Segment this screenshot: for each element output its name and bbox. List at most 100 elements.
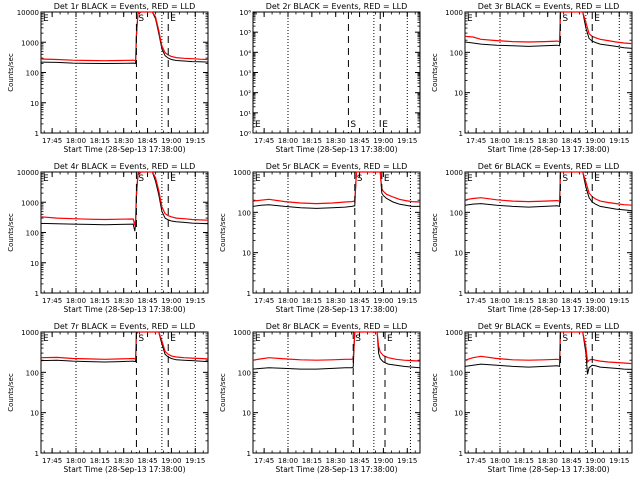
x-tick-label: 17:45 [42, 297, 62, 305]
y-tick-label: 1000 [233, 329, 251, 337]
panel-det-4: Det 4r BLACK = Events, RED = LLD 1 10 100 10… [7, 162, 209, 314]
panel-det-6: Det 6r BLACK = Events, RED = LLD 1 10 100 10… [431, 162, 633, 314]
x-axis-label: Start Time (28-Sep-13 17:38:00) [64, 465, 186, 474]
panel-title: Det 5r BLACK = Events, RED = LLD [266, 162, 408, 171]
series-events-line [252, 331, 421, 370]
marker-label-s: S [138, 174, 144, 184]
y-tick-label: 100 [450, 369, 463, 377]
plot-frame [40, 171, 209, 294]
y-axis-label: Counts/sec [431, 53, 439, 92]
x-tick-label: 19:15 [609, 297, 629, 305]
x-tick-label: 18:00 [490, 457, 510, 465]
x-tick-label: 18:00 [278, 297, 298, 305]
plot-frame [252, 171, 421, 294]
plot-frame [252, 331, 421, 454]
y-tick-label: 10⁰ [239, 130, 251, 138]
panel-title: Det 6r BLACK = Events, RED = LLD [478, 162, 620, 171]
series-lld-line [40, 171, 209, 226]
y-tick-label: 10¹ [239, 110, 251, 118]
x-tick-label: 17:45 [254, 137, 274, 145]
y-axis-label: Counts/sec [431, 213, 439, 252]
x-tick-label: 19:15 [609, 457, 629, 465]
x-axis-label: Start Time (28-Sep-13 17:38:00) [64, 145, 186, 154]
y-tick-label: 1 [459, 290, 463, 298]
panel-det-2: Det 2r BLACK = Events, RED = LLD 10⁰ 10¹ 10… [239, 2, 421, 154]
x-tick-label: 19:15 [397, 137, 417, 145]
series-lld-line [464, 331, 633, 365]
marker-label-start-e: E [255, 120, 261, 130]
y-tick-label: 10 [242, 250, 251, 258]
series-lld-line [40, 11, 209, 62]
y-tick-label: 1000 [445, 9, 463, 17]
marker-label-e: E [594, 174, 600, 184]
x-tick-label: 18:00 [278, 137, 298, 145]
x-tick-label: 18:00 [66, 297, 86, 305]
y-tick-label: 10⁴ [239, 49, 251, 57]
y-tick-label: 1000 [445, 169, 463, 177]
panel-det-1: Det 1r BLACK = Events, RED = LLD 1 10 100 10… [7, 2, 209, 154]
x-tick-label: 18:15 [90, 137, 110, 145]
marker-label-start-e: E [43, 14, 49, 24]
y-tick-label: 1000 [445, 329, 463, 337]
x-tick-label: 17:45 [42, 137, 62, 145]
x-tick-label: 19:15 [185, 137, 205, 145]
y-tick-label: 1000 [21, 329, 39, 337]
panel-title: Det 2r BLACK = Events, RED = LLD [266, 2, 408, 11]
y-tick-label: 10 [30, 260, 39, 268]
x-tick-label: 18:30 [114, 137, 134, 145]
panel-title: Det 4r BLACK = Events, RED = LLD [54, 162, 196, 171]
marker-label-s: S [138, 14, 144, 24]
marker-label-s: S [350, 120, 356, 130]
x-tick-label: 17:45 [466, 457, 486, 465]
plot-frame [252, 11, 421, 134]
plot-frame [40, 331, 209, 454]
y-axis-label: Counts/sec [7, 53, 15, 92]
marker-label-start-e: E [255, 334, 261, 344]
y-tick-label: 10000 [17, 9, 39, 17]
marker-label-e: E [170, 334, 176, 344]
x-tick-label: 18:45 [561, 297, 581, 305]
x-tick-label: 18:15 [514, 137, 534, 145]
series-lld-line [464, 171, 633, 206]
panel-title: Det 1r BLACK = Events, RED = LLD [54, 2, 196, 11]
x-tick-label: 18:00 [490, 297, 510, 305]
y-tick-label: 1 [459, 450, 463, 458]
marker-label-s: S [562, 14, 568, 24]
x-axis-label: Start Time (28-Sep-13 17:38:00) [276, 465, 398, 474]
y-tick-label: 100 [450, 49, 463, 57]
x-tick-label: 18:45 [349, 457, 369, 465]
marker-label-s: S [355, 334, 361, 344]
x-tick-label: 18:30 [538, 137, 558, 145]
panel-det-5: Det 5r BLACK = Events, RED = LLD 1 10 100 10… [219, 162, 421, 314]
marker-label-s: S [562, 174, 568, 184]
x-tick-label: 19:15 [185, 457, 205, 465]
y-tick-label: 1000 [21, 199, 39, 207]
x-tick-label: 18:15 [514, 297, 534, 305]
x-tick-label: 18:15 [302, 457, 322, 465]
x-tick-label: 19:15 [397, 457, 417, 465]
y-tick-label: 1 [35, 290, 39, 298]
y-tick-label: 100 [238, 369, 251, 377]
x-tick-label: 18:30 [114, 297, 134, 305]
x-tick-label: 18:15 [90, 297, 110, 305]
x-tick-label: 18:30 [326, 137, 346, 145]
x-tick-label: 18:45 [137, 457, 157, 465]
y-axis-label: Counts/sec [7, 373, 15, 412]
y-tick-label: 100 [26, 70, 39, 78]
y-tick-label: 1000 [233, 169, 251, 177]
marker-label-start-e: E [467, 334, 473, 344]
series-lld-line [464, 11, 633, 45]
marker-label-e: E [170, 174, 176, 184]
y-tick-label: 10000 [17, 169, 39, 177]
y-tick-label: 1 [35, 130, 39, 138]
y-tick-label: 100 [450, 209, 463, 217]
y-axis-label: Counts/sec [219, 213, 227, 252]
panel-det-8: Det 8r BLACK = Events, RED = LLD 1 10 100 10… [219, 322, 421, 474]
x-tick-label: 19:00 [585, 137, 605, 145]
marker-label-e: E [594, 334, 600, 344]
series-events-line [464, 171, 633, 212]
y-tick-label: 10 [30, 100, 39, 108]
x-tick-label: 17:45 [254, 457, 274, 465]
marker-label-start-e: E [467, 14, 473, 24]
